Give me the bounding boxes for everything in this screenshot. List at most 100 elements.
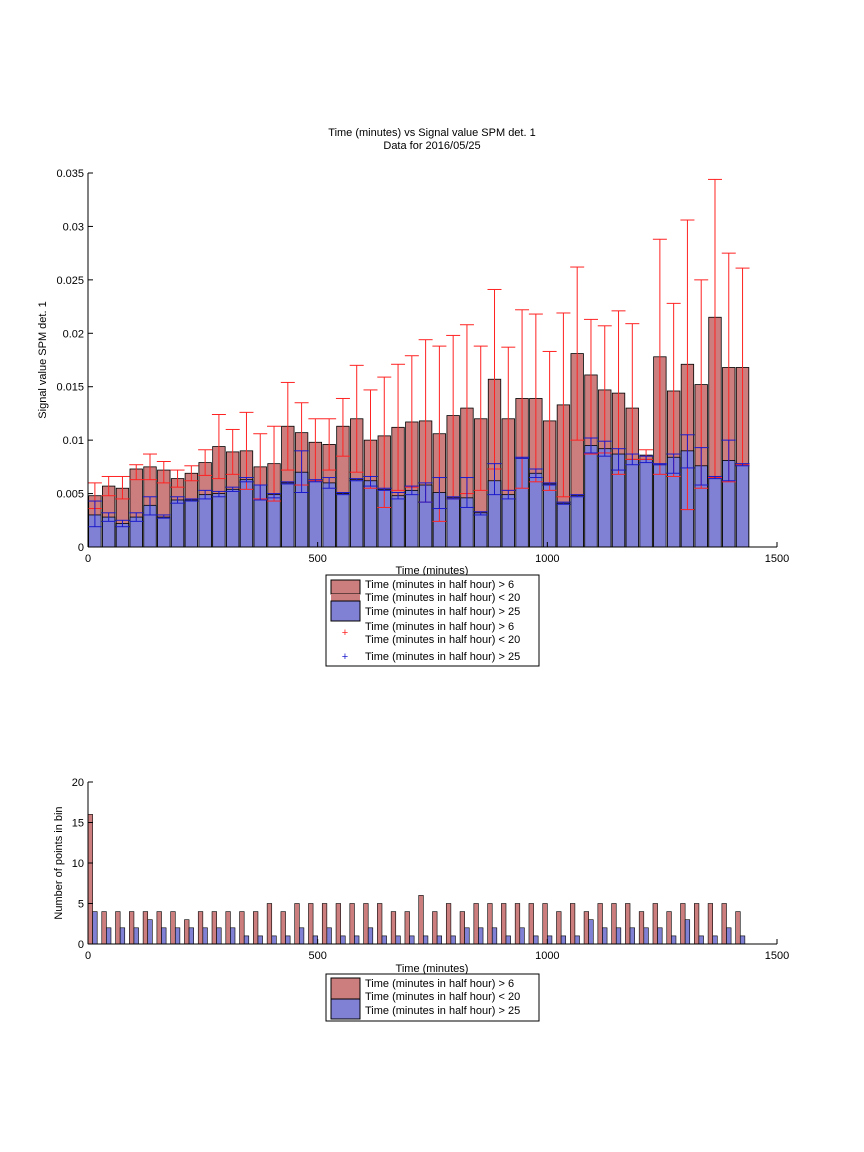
signal-y-ticks: 0 0.005 0.01 0.015 0.02 0.025 0.03 0.035	[56, 168, 93, 554]
count-bar-red	[418, 895, 424, 945]
signal-series-blue-errorbars	[87, 434, 750, 528]
signal-errorbar-red	[666, 302, 681, 477]
signal-bar-blue	[336, 493, 350, 548]
count-bar-red	[459, 911, 465, 945]
signal-errorbar-blue	[211, 490, 226, 498]
signal-legend: Time (minutes in half hour) > 6 Time (mi…	[325, 574, 540, 667]
signal-errorbar-red	[211, 413, 226, 480]
count-bar-blue	[161, 927, 167, 945]
signal-bar-blue	[708, 477, 722, 548]
count-bar-blue	[271, 935, 277, 945]
count-x-tick-label: 500	[308, 950, 326, 962]
signal-errorbar-red	[267, 425, 282, 502]
count-bar-blue	[505, 935, 511, 945]
signal-bar-blue	[653, 464, 667, 548]
count-bar-blue	[133, 927, 139, 945]
legend-entry-6: Time (minutes in half hour) > 25	[365, 651, 520, 663]
count-y-tick-label: 10	[72, 858, 84, 870]
signal-y-axis-label: Signal value SPM det. 1	[37, 301, 49, 418]
signal-errorbar-red	[184, 465, 199, 482]
signal-errorbar-blue	[404, 485, 419, 496]
signal-errorbar-blue	[515, 456, 530, 459]
signal-bar-blue	[226, 488, 240, 548]
signal-errorbar-red	[280, 381, 295, 471]
signal-errorbar-red	[129, 464, 144, 481]
signal-errorbar-blue	[611, 448, 626, 471]
signal-bar-blue	[556, 502, 571, 548]
signal-bar-blue	[405, 489, 419, 548]
count-bar-red	[377, 903, 383, 945]
count-bar-red	[735, 911, 741, 945]
count-bar-red	[542, 903, 548, 945]
signal-errorbar-red	[143, 453, 158, 481]
signal-errorbar-blue	[280, 481, 295, 485]
count-bar-red	[308, 903, 314, 945]
count-bar-blue	[574, 935, 580, 945]
signal-bar-blue	[391, 495, 405, 548]
signal-errorbar-blue	[666, 453, 681, 474]
signal-errorbar-blue	[542, 482, 557, 486]
count-bar-red	[266, 903, 273, 945]
count-x-ticks: 0 500 1000 1500	[85, 939, 789, 962]
chart-title-line1: Time (minutes) vs Signal value SPM det. …	[328, 127, 535, 139]
signal-errorbar-blue	[556, 501, 571, 505]
count-bar-red	[142, 911, 149, 945]
count-bar-red	[390, 911, 397, 945]
count-bar-blue	[230, 927, 236, 945]
signal-y-tick-label: 0.005	[56, 489, 84, 501]
count-bar-red	[487, 903, 493, 945]
count-bar-blue	[202, 927, 208, 945]
count-y-axis-label: Number of points in bin	[53, 806, 65, 919]
signal-bar-blue	[584, 445, 598, 548]
count-bar-red	[721, 903, 727, 945]
signal-bar-blue	[639, 458, 653, 548]
signal-errorbar-blue	[639, 455, 654, 464]
signal-bar-blue	[446, 497, 460, 548]
count-bar-blue	[739, 935, 746, 945]
legend-entry-3: Time (minutes in half hour) > 25	[365, 606, 520, 618]
signal-x-tick-label: 500	[308, 553, 326, 565]
signal-errorbar-red	[115, 475, 130, 500]
count-legend: Time (minutes in half hour) > 6 Time (mi…	[325, 973, 540, 1022]
count-bar-red	[473, 903, 479, 945]
signal-x-tick-label: 0	[85, 553, 91, 565]
count-bar-red	[197, 911, 204, 945]
legend-entry-2: Time (minutes in half hour) < 20	[365, 592, 520, 604]
signal-errorbar-blue	[625, 453, 640, 466]
count-bar-red	[583, 911, 589, 945]
count-y-tick-label: 0	[78, 939, 84, 951]
count-bar-blue	[657, 927, 663, 945]
signal-chart: 0 0.005 0.01 0.015 0.02 0.025 0.03 0.035 0 500 10…	[37, 168, 789, 577]
legend-entry-1: Time (minutes in half hour) > 6	[365, 579, 514, 591]
signal-errorbar-blue	[680, 434, 695, 469]
signal-bar-blue	[308, 480, 323, 548]
signal-errorbar-blue	[349, 478, 364, 482]
count-bar-blue	[326, 927, 332, 945]
count-bar-blue	[298, 927, 305, 945]
count-bar-red	[680, 903, 686, 945]
signal-errorbar-red	[101, 475, 116, 497]
legend-marker-blue: +	[342, 651, 348, 663]
count-bar-blue	[367, 927, 374, 945]
signal-errorbar-blue	[418, 482, 433, 503]
legend-entry-4: Time (minutes in half hour) > 6	[365, 621, 514, 633]
count-legend-entry-2: Time (minutes in half hour) < 20	[365, 991, 520, 1003]
signal-errorbar-red	[391, 363, 406, 491]
count-bar-blue	[106, 927, 112, 945]
signal-errorbar-blue	[735, 463, 750, 467]
count-bar-red	[445, 903, 452, 945]
count-bar-blue	[643, 927, 649, 945]
signal-bar-blue	[363, 480, 378, 548]
count-bar-blue	[464, 927, 470, 945]
signal-errorbar-blue	[184, 498, 199, 502]
signal-y-tick-label: 0.01	[63, 435, 84, 447]
count-bar-blue	[519, 927, 525, 945]
count-bar-red	[652, 903, 658, 945]
signal-bar-blue	[625, 458, 639, 548]
signal-errorbar-blue	[391, 492, 406, 500]
count-bar-red	[432, 911, 438, 945]
signal-x-tick-label: 1500	[765, 553, 789, 565]
count-bar-red	[363, 903, 369, 945]
count-bar-red	[514, 903, 521, 945]
